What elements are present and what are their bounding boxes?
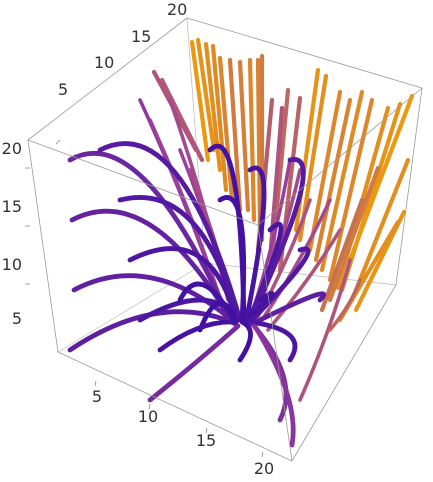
streamline xyxy=(127,246,239,323)
streamline xyxy=(267,105,285,263)
z-tick-label: 10 xyxy=(2,255,22,274)
streamline xyxy=(243,165,267,325)
streamline xyxy=(328,278,362,332)
streamline xyxy=(237,319,253,363)
streamline xyxy=(217,195,247,323)
streamline xyxy=(177,281,237,323)
streamline xyxy=(247,157,306,323)
axis-tick xyxy=(94,380,97,387)
z-tick-label: 20 xyxy=(2,139,22,158)
streamline xyxy=(67,150,233,323)
x-tick-label: 10 xyxy=(138,407,158,426)
y-tick-label: 5 xyxy=(58,80,68,99)
box-edge xyxy=(395,87,423,286)
streamline xyxy=(260,198,332,322)
streamline xyxy=(67,309,239,353)
box-edge xyxy=(27,139,59,353)
streamline xyxy=(347,93,415,263)
streamline xyxy=(253,325,296,448)
x-tick-label: 15 xyxy=(196,431,216,450)
streamline xyxy=(117,195,241,321)
streamline xyxy=(195,37,217,153)
streamline xyxy=(266,228,342,332)
axis-tick xyxy=(55,139,61,145)
streamline xyxy=(247,246,311,325)
streamline xyxy=(298,258,352,402)
box-edge xyxy=(257,224,293,462)
box-edge xyxy=(27,17,188,141)
streamline xyxy=(227,57,243,213)
streamline xyxy=(247,57,257,223)
streamline xyxy=(327,165,381,303)
streamline xyxy=(249,291,327,327)
streamline xyxy=(237,59,251,213)
box-edge xyxy=(291,284,397,462)
streamlines-front xyxy=(67,141,327,448)
bounding-box-front xyxy=(25,17,423,462)
streamline xyxy=(255,57,263,233)
streamline xyxy=(319,89,365,273)
streamlines-back xyxy=(138,37,415,402)
axis-tick xyxy=(261,451,264,458)
streamline xyxy=(210,43,229,193)
box-edge xyxy=(57,351,293,462)
streamline xyxy=(247,319,298,363)
axis-tick xyxy=(148,403,151,410)
x-tick-label: 5 xyxy=(92,387,102,406)
x-tick-label: 20 xyxy=(254,459,274,478)
streamline xyxy=(157,319,239,353)
y-tick-label: 15 xyxy=(131,27,151,46)
streamline xyxy=(313,97,353,263)
streamline xyxy=(307,89,343,253)
streamline xyxy=(159,77,205,163)
box-edge xyxy=(186,17,206,264)
streamline xyxy=(327,97,375,283)
box-edge xyxy=(27,139,259,226)
z-tick-label: 15 xyxy=(2,197,22,216)
streamline xyxy=(349,157,411,303)
z-tick-label: 5 xyxy=(12,309,22,328)
box-edge xyxy=(57,262,206,353)
y-tick-label: 20 xyxy=(167,0,187,19)
streamline xyxy=(243,290,275,323)
streamline xyxy=(189,39,211,163)
box-edge xyxy=(186,17,423,89)
y-tick-label: 10 xyxy=(94,53,114,72)
streamline xyxy=(203,41,223,173)
axis-tick xyxy=(205,427,208,434)
box-edge xyxy=(257,87,423,226)
streamline xyxy=(217,55,235,203)
streamline xyxy=(319,197,365,313)
axis-tick-labels: 20 15 10 5 20 15 10 5 5 10 15 20 xyxy=(2,0,275,478)
streamline xyxy=(147,323,241,403)
